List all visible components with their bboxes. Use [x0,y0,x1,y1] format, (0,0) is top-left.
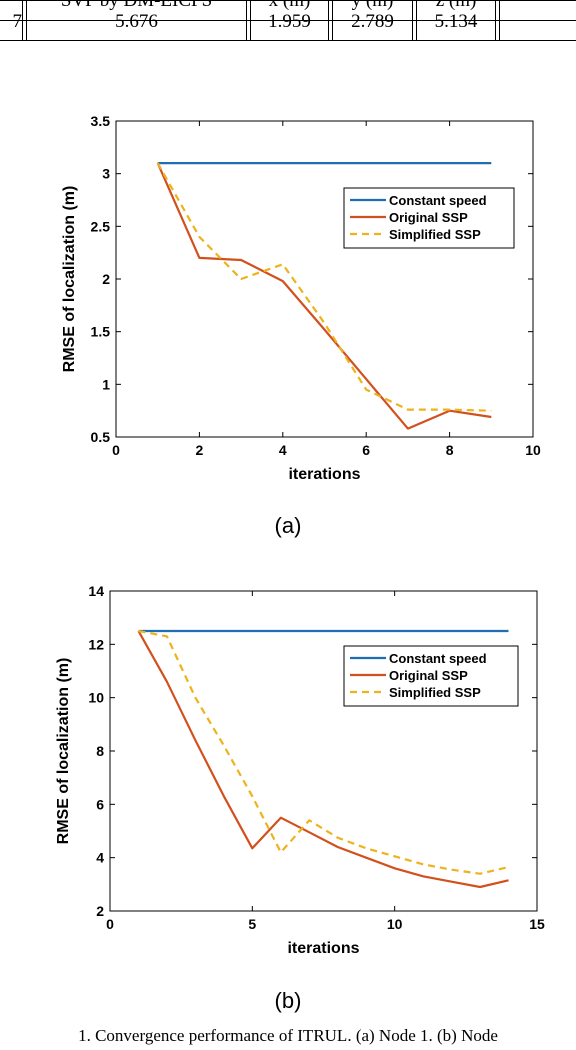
table-divider [250,0,251,41]
x-tick-label: 10 [387,916,403,932]
series-line-2 [156,162,492,430]
y-tick-label: 2 [96,903,104,919]
series-line-2 [137,630,509,889]
x-tick-label: 2 [196,442,204,458]
table-header-cell: y (m) [351,0,394,11]
legend-label: Original SSP [389,668,468,683]
series-line-3 [156,162,492,412]
table-cell: 7 [12,11,23,32]
x-tick-label: 10 [525,442,541,458]
legend-label: Simplified SSP [389,685,481,700]
legend-label: Simplified SSP [389,227,481,242]
y-tick-label: 0.5 [91,429,111,445]
legend-label: Constant speed [389,651,487,666]
table-divider [412,0,413,41]
y-tick-label: 10 [88,690,104,706]
table-divider [332,0,333,41]
table-header-cell: SVP by DM-EICPS [60,0,213,11]
x-axis-label: iterations [287,940,359,957]
y-tick-label: 2.5 [91,218,111,234]
x-tick-label: 4 [279,442,287,458]
x-tick-label: 6 [362,442,370,458]
plot-area [109,590,538,912]
legend-label: Constant speed [389,193,487,208]
y-tick-label: 8 [96,743,104,759]
table-cell: 1.959 [268,11,311,32]
y-tick-label: 12 [88,636,104,652]
figure-caption: 1. Convergence performance of ITRUL. (a)… [78,1026,498,1045]
table-fragment: SVP by DM-EICPS x (m) y (m) z (m) 7 5.67… [0,0,576,42]
y-tick-label: 14 [88,583,104,599]
legend-label: Original SSP [389,210,468,225]
x-tick-label: 15 [529,916,545,932]
chart-node-1: 0 2 4 6 8 10 0.5 1 1.5 2 2.5 3 3.5 iterations RMSE of … [61,113,541,483]
table-bottom-rule [0,40,576,41]
table-cell: 2.789 [351,11,394,32]
y-tick-label: 6 [96,796,104,812]
table-divider [26,0,27,41]
y-tick-label: 1 [102,376,110,392]
y-tick-label: 2 [102,271,110,287]
table-header-cell: x (m) [268,0,311,11]
y-tick-label: 1.5 [91,324,111,340]
table-divider [416,0,417,41]
table-divider [246,0,247,41]
chart-node-2: 0 5 10 15 2 4 6 8 10 12 14 iterations RMSE of locali… [55,583,545,957]
x-tick-label: 0 [106,916,114,932]
y-axis-label: RMSE of localization (m) [61,186,78,373]
table-header-cell: z (m) [435,0,477,11]
y-tick-label: 3 [102,166,110,182]
table-row-rule [0,20,576,21]
table-divider [22,0,23,41]
table-divider [328,0,329,41]
subfigure-label-a: (a) [274,513,302,538]
table-divider [499,0,500,41]
x-tick-label: 5 [248,916,256,932]
plot-area [115,120,534,438]
x-tick-label: 8 [446,442,454,458]
table-top-rule [0,0,576,1]
y-tick-label: 4 [96,850,104,866]
y-tick-label: 3.5 [91,113,111,129]
y-axis-label: RMSE of localization (m) [55,658,72,845]
subfigure-label-b: (b) [274,988,302,1013]
table-cell: 5.134 [434,11,478,32]
table-cell: 5.676 [115,11,158,32]
x-axis-label: iterations [288,466,360,483]
x-tick-label: 0 [112,442,120,458]
table-divider [495,0,496,41]
